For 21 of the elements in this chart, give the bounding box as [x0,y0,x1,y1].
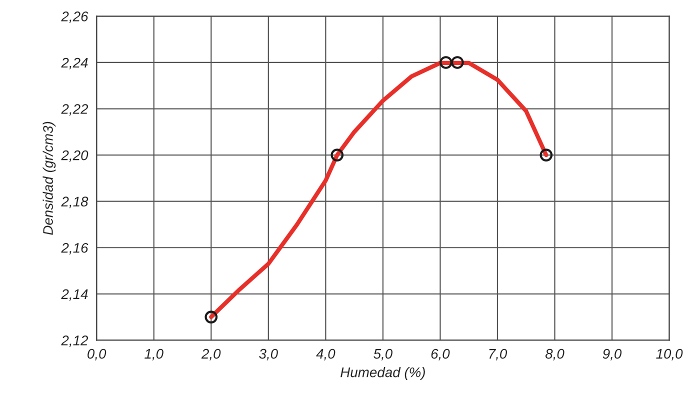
x-tick-label: 0,0 [88,348,106,360]
y-tick-label: 2,22 [61,104,88,116]
x-tick-label: 4,0 [316,348,336,360]
y-tick-label: 2,14 [61,289,88,301]
x-tick-label: 3,0 [259,348,278,360]
y-tick-label: 2,26 [61,12,88,24]
y-tick-label: 2,12 [61,336,88,348]
y-tick-label: 2,24 [61,58,88,70]
x-tick-label: 9,0 [602,348,622,360]
x-axis-title: Humedad (%) [340,367,425,380]
x-tick-label: 7,0 [489,348,508,360]
x-tick-label: 8,0 [545,348,564,360]
x-tick-label: 6,0 [431,348,450,360]
x-tick-label: 10,0 [656,348,683,360]
x-tick-label: 5,0 [374,348,392,360]
y-tick-label: 2,18 [61,196,88,208]
x-tick-label: 2,0 [201,348,221,360]
y-tick-label: 2,20 [61,150,88,162]
y-axis-title: Densidad (gr/cm3) [42,122,56,235]
x-tick-label: 1,0 [144,348,164,360]
y-tick-label: 2,16 [61,242,88,254]
